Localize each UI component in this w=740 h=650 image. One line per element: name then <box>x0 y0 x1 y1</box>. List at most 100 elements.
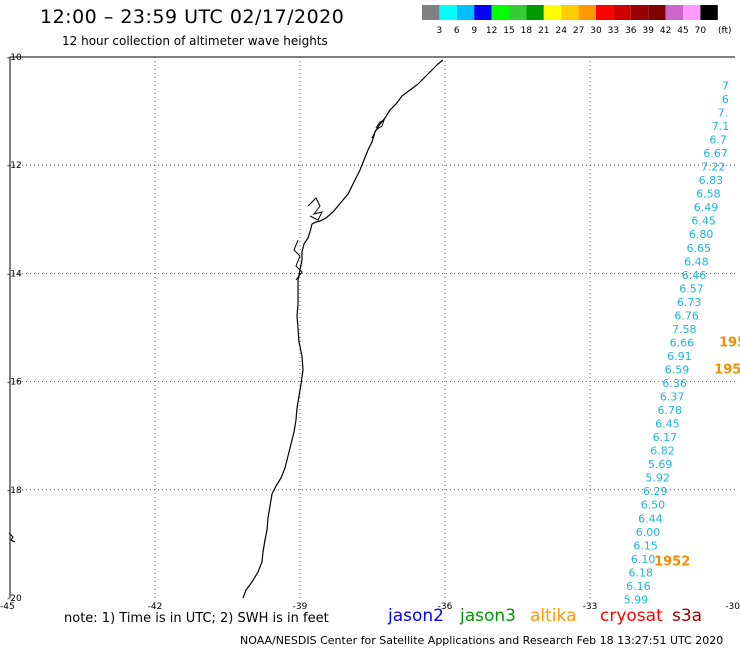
legend-label: 42 <box>660 26 671 36</box>
wave-height-label: 6.49 <box>694 201 719 214</box>
legend-label: 70 <box>695 26 707 36</box>
orbit-id-label: 195 <box>719 335 740 350</box>
legend-swatch <box>648 5 666 20</box>
wave-height-label: 6.58 <box>696 188 721 201</box>
wave-height-label: 6.73 <box>677 296 702 309</box>
legend-swatch <box>596 5 614 20</box>
lat-tick-label: -10 <box>7 53 22 63</box>
legend-label: 21 <box>538 26 549 36</box>
legend-label: 12 <box>486 26 497 36</box>
wave-height-label: 6.46 <box>682 269 707 282</box>
legend-swatch <box>665 5 683 20</box>
wave-height-label: 6.18 <box>629 566 654 579</box>
satellite-s3a: s3a <box>672 606 703 626</box>
coastline-bay <box>307 197 323 221</box>
wave-height-label: 6.48 <box>684 255 709 268</box>
lon-tick-label: -45 <box>0 602 15 612</box>
satellite-jason3: jason3 <box>460 606 516 626</box>
wave-height-label: 5.69 <box>648 458 673 471</box>
orbit-id-label: 195 <box>714 362 740 377</box>
satellite-altika: altika <box>530 606 577 626</box>
wave-height-label: 6.44 <box>638 512 663 525</box>
legend-swatch <box>422 5 440 20</box>
wave-height-label: 7. <box>718 107 729 120</box>
legend-label: 6 <box>454 26 460 36</box>
wave-height-label: 6.78 <box>658 404 683 417</box>
wave-height-label: 6.00 <box>636 526 661 539</box>
legend-swatch <box>456 5 475 20</box>
coastline-bay <box>293 239 303 281</box>
legend-swatch <box>543 5 562 20</box>
legend-label: 24 <box>555 26 567 36</box>
footer-credit: NOAA/NESDIS Center for Satellite Applica… <box>240 634 724 647</box>
color-scale-legend: 3 6 9 12 15 18 21 24 27 30 33 36 39 42 45 70 (ft) <box>422 5 732 36</box>
legend-unit: (ft) <box>718 26 732 36</box>
wave-height-label: 6.45 <box>691 215 716 228</box>
legend-swatch <box>613 5 631 20</box>
wave-height-label: 6.17 <box>653 431 678 444</box>
lon-tick-label: -39 <box>293 602 308 612</box>
wave-height-label: 5.92 <box>645 472 670 485</box>
wave-height-label: 6.65 <box>687 242 712 255</box>
lon-tick-label: -42 <box>148 602 163 612</box>
legend-swatch <box>683 5 701 20</box>
page-subtitle: 12 hour collection of altimeter wave hei… <box>62 34 328 48</box>
legend-label: 18 <box>521 26 533 36</box>
lat-tick-label: -20 <box>7 594 22 604</box>
satellite-jason2: jason2 <box>388 606 444 626</box>
coastline-bay <box>371 119 385 139</box>
legend-swatch <box>474 5 492 20</box>
wave-height-label: 6.66 <box>670 336 695 349</box>
legend-swatch <box>439 5 457 20</box>
legend-label: 27 <box>573 26 584 36</box>
wave-height-label: 7.58 <box>672 323 697 336</box>
wave-height-label: 6.29 <box>643 485 668 498</box>
wave-height-label: 6.82 <box>650 445 675 458</box>
lat-tick-label: -12 <box>7 161 22 171</box>
lon-tick-label: -33 <box>583 602 598 612</box>
wave-height-label: 5.99 <box>624 593 649 606</box>
wave-height-label: 6.57 <box>679 282 704 295</box>
orbit-id-label: 1952 <box>654 555 690 570</box>
legend-swatch <box>578 5 596 20</box>
wave-height-label: 6.59 <box>665 363 690 376</box>
legend-swatch <box>526 5 544 20</box>
coastline <box>242 59 444 599</box>
wave-height-label: 6 <box>722 93 729 106</box>
legend-swatch <box>700 5 718 20</box>
footer-note: note: 1) Time is in UTC; 2) SWH is in fe… <box>64 611 329 626</box>
legend-label: 9 <box>471 26 477 36</box>
legend-label: 15 <box>503 26 514 36</box>
legend-swatch <box>561 5 579 20</box>
wave-height-label: 7.22 <box>701 161 726 174</box>
legend-label: 30 <box>590 26 602 36</box>
wave-height-label: 6.16 <box>626 580 651 593</box>
wave-height-label: 6.50 <box>641 499 666 512</box>
lon-tick-label: -30 <box>725 602 740 612</box>
wave-height-label: 6.37 <box>660 391 685 404</box>
wave-height-label: 6.10 <box>631 553 656 566</box>
wave-height-label: 6.36 <box>662 377 687 390</box>
island <box>8 532 16 543</box>
wave-height-label: 6.91 <box>667 350 692 363</box>
wave-height-label: 6.45 <box>655 418 680 431</box>
wave-height-label: 6.7 <box>709 134 727 147</box>
legend-label: 45 <box>677 26 688 36</box>
legend-label: 3 <box>437 26 443 36</box>
wave-height-label: 6.76 <box>674 309 699 322</box>
lat-tick-label: -16 <box>7 378 22 388</box>
wave-height-label: 6.83 <box>699 174 724 187</box>
wave-height-label: 6.15 <box>633 539 658 552</box>
satellite-cryosat: cryosat <box>600 606 663 626</box>
legend-swatch <box>630 5 649 20</box>
legend-swatch <box>509 5 527 20</box>
lat-tick-label: -18 <box>7 486 22 496</box>
lon-tick-label: -36 <box>438 602 453 612</box>
legend-label: 33 <box>608 26 619 36</box>
page-title: 12:00 – 23:59 UTC 02/17/2020 <box>40 6 345 28</box>
wave-height-label: 6.67 <box>703 147 728 160</box>
wave-height-label: 7 <box>722 79 729 92</box>
lat-tick-label: -14 <box>7 269 22 279</box>
wave-height-label: 7.1 <box>712 120 730 133</box>
